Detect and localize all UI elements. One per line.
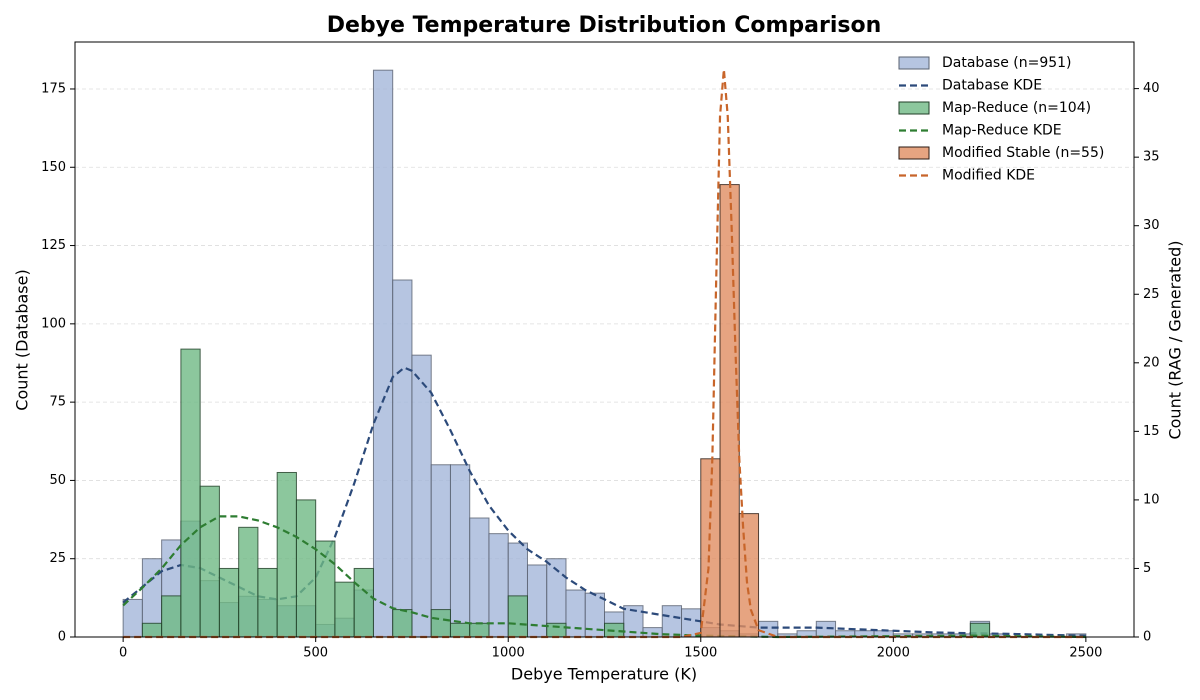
histogram-bar bbox=[238, 526, 259, 638]
y2-tick-label: 25 bbox=[1143, 287, 1160, 302]
histogram-bar bbox=[276, 471, 297, 638]
histogram-bar bbox=[353, 567, 374, 638]
histogram-bar bbox=[719, 184, 740, 638]
y-tick-label: 75 bbox=[49, 395, 66, 410]
kde-line bbox=[122, 515, 1086, 639]
histogram-bar bbox=[546, 622, 567, 638]
legend-label: Map-Reduce KDE bbox=[942, 123, 1062, 139]
y2-tick-label: 15 bbox=[1143, 424, 1160, 439]
histogram-bar bbox=[565, 589, 586, 638]
histogram-bar bbox=[180, 348, 201, 638]
legend-swatch bbox=[898, 56, 930, 70]
y2-tick-label: 20 bbox=[1143, 355, 1160, 370]
histogram-bar bbox=[738, 513, 760, 638]
histogram-bar bbox=[507, 595, 528, 638]
y-axis-label: Count (Database) bbox=[13, 269, 32, 410]
histogram-bar bbox=[469, 622, 490, 638]
histogram-bar bbox=[257, 567, 278, 638]
y2-axis-label: Count (RAG / Generated) bbox=[1166, 240, 1185, 439]
y2-tick-label: 30 bbox=[1143, 218, 1160, 233]
legend-label: Modified KDE bbox=[942, 168, 1035, 184]
plot-frame bbox=[74, 41, 1135, 638]
histogram-bar bbox=[218, 567, 240, 638]
kde-line bbox=[123, 69, 1086, 639]
x-tick-label: 500 bbox=[303, 646, 328, 661]
y2-tick-label: 5 bbox=[1143, 561, 1151, 576]
histogram-bar bbox=[122, 598, 143, 638]
histogram-bar bbox=[199, 485, 220, 638]
x-tick-label: 2000 bbox=[877, 646, 910, 661]
legend-swatch bbox=[898, 101, 930, 115]
y-tick-label: 150 bbox=[41, 160, 66, 175]
x-tick-label: 2500 bbox=[1069, 646, 1102, 661]
histogram-bar bbox=[488, 533, 509, 638]
histogram-bar bbox=[372, 69, 394, 638]
y-tick-label: 100 bbox=[41, 316, 66, 331]
legend-swatch bbox=[898, 146, 930, 160]
histogram-bar bbox=[661, 605, 683, 638]
legend-label: Database (n=951) bbox=[942, 55, 1072, 71]
histogram-bar bbox=[295, 499, 317, 638]
histogram-bar bbox=[392, 279, 413, 638]
y2-tick-label: 40 bbox=[1143, 81, 1160, 96]
histogram-bar bbox=[334, 581, 355, 638]
histogram-bar bbox=[430, 609, 451, 638]
chart-title: Debye Temperature Distribution Compariso… bbox=[327, 13, 882, 38]
legend-label: Database KDE bbox=[942, 78, 1042, 94]
x-tick-label: 1000 bbox=[492, 646, 525, 661]
histogram-bar bbox=[141, 622, 163, 638]
x-axis-label: Debye Temperature (K) bbox=[511, 665, 697, 684]
x-tick-label: 1500 bbox=[684, 646, 717, 661]
y-tick-label: 175 bbox=[41, 81, 66, 96]
y2-tick-label: 0 bbox=[1143, 630, 1151, 645]
legend-label: Modified Stable (n=55) bbox=[942, 145, 1104, 161]
histogram-bar bbox=[161, 595, 182, 638]
histogram-bar bbox=[449, 622, 471, 638]
histogram-bar bbox=[469, 517, 490, 638]
y-tick-label: 0 bbox=[58, 630, 66, 645]
histogram-bar bbox=[411, 354, 432, 638]
histogram-bar bbox=[449, 464, 471, 638]
legend: Database (n=951) Database KDE Map-Reduce (… bbox=[898, 55, 1104, 184]
histogram-bar bbox=[392, 609, 413, 638]
y-tick-label: 125 bbox=[41, 238, 66, 253]
legend-label: Map-Reduce (n=104) bbox=[942, 100, 1091, 116]
y2-tick-label: 10 bbox=[1143, 492, 1160, 507]
y-tick-label: 25 bbox=[49, 551, 66, 566]
x-tick-label: 0 bbox=[119, 646, 127, 661]
y-tick-label: 50 bbox=[49, 473, 66, 488]
histogram-bar bbox=[758, 620, 779, 638]
y2-tick-label: 35 bbox=[1143, 150, 1160, 165]
